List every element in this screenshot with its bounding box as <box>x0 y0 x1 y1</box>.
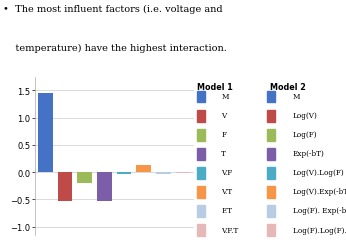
Text: •  The most influent factors (i.e. voltage and: • The most influent factors (i.e. voltag… <box>3 5 223 14</box>
Bar <box>197 186 205 198</box>
Bar <box>267 168 275 179</box>
Bar <box>58 172 72 201</box>
Text: Model 1: Model 1 <box>197 82 233 92</box>
Text: V.F: V.F <box>221 169 233 177</box>
Bar <box>175 172 190 174</box>
Bar <box>267 224 275 236</box>
Bar <box>267 110 275 122</box>
Text: T: T <box>221 150 226 158</box>
Bar <box>197 148 205 160</box>
Bar <box>267 130 275 141</box>
Bar <box>97 172 112 201</box>
Bar <box>267 206 275 217</box>
Bar <box>78 172 92 184</box>
Text: M: M <box>221 93 229 101</box>
Bar <box>267 92 275 103</box>
Bar <box>267 186 275 198</box>
Bar <box>267 148 275 160</box>
Text: V: V <box>221 112 226 120</box>
Text: temperature) have the highest interaction.: temperature) have the highest interactio… <box>3 44 227 52</box>
Text: Log(F).Log(F). Exp(-bT): Log(F).Log(F). Exp(-bT) <box>293 226 346 234</box>
Bar <box>117 172 131 174</box>
Text: Model 2: Model 2 <box>270 82 306 92</box>
Text: Log(V).Exp(-bT): Log(V).Exp(-bT) <box>293 188 346 196</box>
Text: F: F <box>221 131 226 139</box>
Bar <box>156 172 171 174</box>
Text: Log(V): Log(V) <box>293 112 318 120</box>
Text: Log(F). Exp(-bT): Log(F). Exp(-bT) <box>293 207 346 215</box>
Text: M: M <box>293 93 300 101</box>
Bar <box>197 168 205 179</box>
Bar <box>197 224 205 236</box>
Text: Log(F): Log(F) <box>293 131 317 139</box>
Text: F.T: F.T <box>221 207 232 215</box>
Text: V.T: V.T <box>221 188 232 196</box>
Bar <box>197 206 205 217</box>
Bar <box>197 110 205 122</box>
Bar <box>136 166 151 172</box>
Bar <box>197 92 205 103</box>
Bar <box>197 130 205 141</box>
Text: Exp(-bT): Exp(-bT) <box>293 150 325 158</box>
Text: Log(V).Log(F): Log(V).Log(F) <box>293 169 345 177</box>
Bar <box>38 94 53 172</box>
Text: V.F.T: V.F.T <box>221 226 238 234</box>
